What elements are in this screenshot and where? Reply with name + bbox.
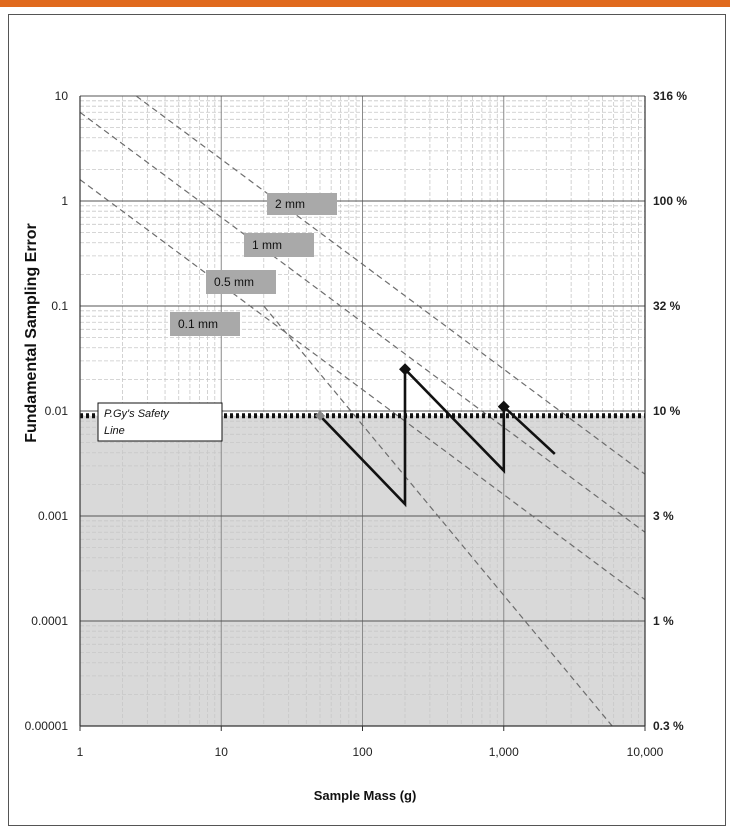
label-0-5mm-text: 0.5 mm [214,275,254,289]
safety-label-box [97,402,223,442]
label-1mm: 1 mm [244,233,314,257]
y2-tick-label: 3 % [653,509,674,523]
sampling-path [319,366,556,508]
y-tick-label: 0.00001 [25,719,69,733]
line-2mm [135,96,645,475]
y2-tick-label: 0.3 % [653,719,684,733]
label-0-1mm: 0.1 mm [170,312,240,336]
y2-tick-label: 316 % [653,89,687,103]
label-2mm-text: 2 mm [275,197,305,211]
label-2mm-box [267,193,337,215]
y2-tick-label: 10 % [653,404,681,418]
x-axis-title: Sample Mass (g) [314,788,417,803]
y2-tick-label: 1 % [653,614,674,628]
label-0-5mm-box [206,270,276,294]
label-1mm-text: 1 mm [252,238,282,252]
top-accent-bar [0,0,730,7]
x-tick-label: 100 [352,745,372,759]
start-marker [314,410,325,421]
y-tick-label: 0.01 [45,404,69,418]
line-0-5mm [80,179,645,601]
y-tick-label: 10 [55,89,69,103]
safety-label-line2: Line [104,425,125,437]
label-0-1mm-text: 0.1 mm [178,317,218,331]
y-tick-label: 1 [61,194,68,208]
diamond-marker [497,400,510,413]
x-tick-label: 10,000 [627,745,664,759]
label-2mm: 2 mm [267,193,337,215]
y-axis-title: Fundamental Sampling Error [23,223,40,443]
x-tick-label: 1,000 [489,745,519,759]
label-0-1mm-box [170,312,240,336]
y-tick-label: 0.001 [38,509,68,523]
label-0-5mm: 0.5 mm [206,270,276,294]
y-tick-label: 0.0001 [31,614,68,628]
y2-tick-label: 100 % [653,194,687,208]
label-1mm-box [244,233,314,257]
diamond-marker [399,363,412,376]
x-tick-label: 1 [77,745,84,759]
y-tick-label: 0.1 [51,299,68,313]
safety-label-line1: P.Gy's Safety [104,408,170,420]
label-layer: 2 mm 1 mm 0.5 mm 0.1 mm P.Gy's Safety Line [97,193,337,442]
line-1mm [80,111,645,533]
curve-layer [80,96,645,726]
safety-label: P.Gy's Safety Line [97,402,223,442]
axis-layer: 1 10 100 1,000 10,000 0.00001 0.0001 0.001 0.01 0… [25,89,688,759]
y2-tick-label: 32 % [653,299,681,313]
x-tick-label: 10 [215,745,229,759]
